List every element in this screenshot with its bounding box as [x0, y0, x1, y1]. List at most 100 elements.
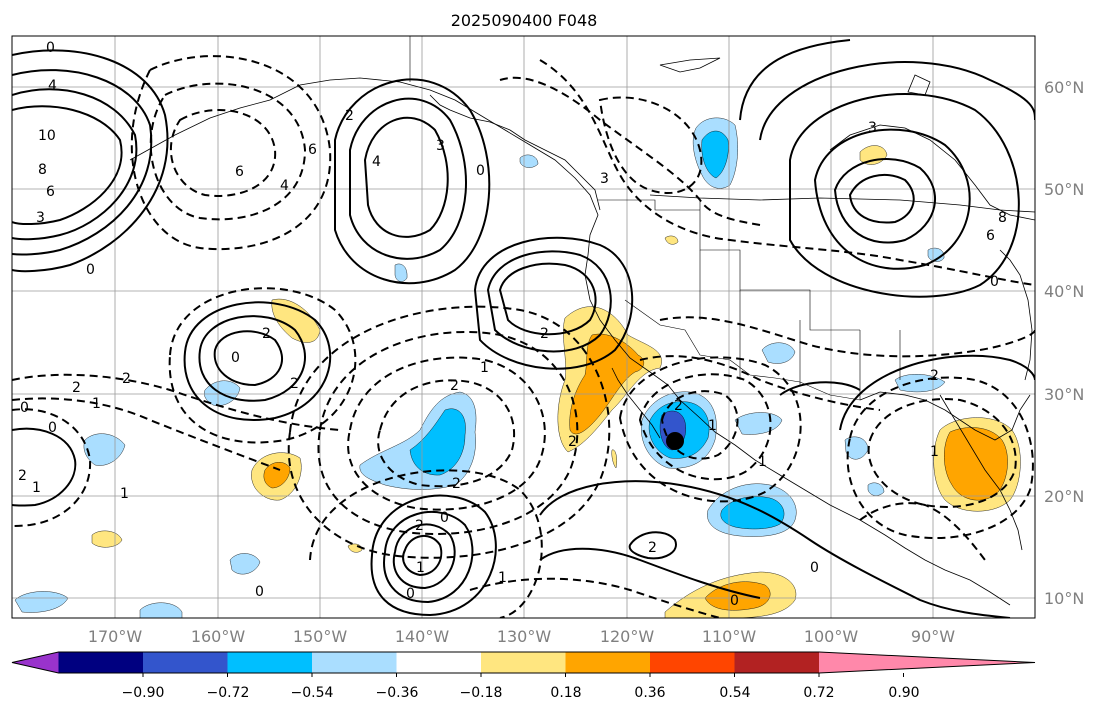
- neg-anomaly-texas: [761, 342, 796, 364]
- lon-label-90w: 90°W: [911, 627, 955, 646]
- lon-label-170w: 170°W: [88, 627, 143, 646]
- lat-label-50n: 50°N: [1044, 180, 1084, 199]
- svg-text:3: 3: [436, 138, 445, 154]
- svg-text:0: 0: [476, 163, 485, 179]
- neg-anomaly-small-6: [519, 154, 539, 168]
- contours: [12, 39, 1035, 618]
- cb-label-5: −0.18: [460, 685, 503, 701]
- pos-anomaly-small-1: [91, 530, 123, 548]
- colorbar-swatch: [396, 652, 482, 673]
- colorbar-swatch: [227, 652, 313, 673]
- lon-label-100w: 100°W: [804, 627, 859, 646]
- pos-anomaly-baja-core: [569, 333, 645, 435]
- pos-anomaly-small-4: [611, 449, 617, 469]
- cb-label-9: 0.72: [803, 685, 834, 701]
- lon-label-120w: 120°W: [600, 627, 655, 646]
- svg-text:1: 1: [758, 454, 767, 470]
- neg-anomaly-small-8: [867, 482, 885, 496]
- svg-text:1: 1: [708, 418, 717, 434]
- svg-text:2: 2: [262, 326, 271, 342]
- contour-labels: 0 4 10 8 6 3 0 2 6 4 6 4 3 0 3 2 2 0 2 2…: [18, 40, 1007, 609]
- neg-anomaly-central-pac-core: [409, 408, 466, 476]
- plot-title: 2025090400 F048: [451, 11, 598, 30]
- svg-text:2: 2: [452, 476, 461, 492]
- svg-text:2: 2: [568, 434, 577, 450]
- svg-text:2: 2: [345, 108, 354, 124]
- cb-label-6: 0.18: [550, 685, 581, 701]
- latitude-axis: 60°N 50°N 40°N 30°N 20°N 10°N: [1044, 78, 1084, 608]
- colorbar-swatch: [481, 652, 566, 673]
- neg-anomaly-small-7: [394, 263, 408, 282]
- svg-text:2: 2: [450, 378, 459, 394]
- colorbar: [11, 651, 1036, 677]
- colorbar-swatch: [143, 652, 228, 673]
- lat-label-60n: 60°N: [1044, 78, 1084, 97]
- cb-label-10: 0.90: [888, 685, 919, 701]
- svg-text:0: 0: [255, 584, 264, 600]
- pos-anomaly-small-3: [664, 235, 679, 245]
- svg-text:2: 2: [415, 518, 424, 534]
- svg-text:0: 0: [440, 510, 449, 526]
- svg-text:4: 4: [48, 78, 57, 94]
- cb-label-8: 0.54: [719, 685, 750, 701]
- svg-text:3: 3: [868, 120, 877, 136]
- svg-text:10: 10: [38, 128, 56, 144]
- cb-label-7: 0.36: [634, 685, 665, 701]
- svg-text:6: 6: [46, 184, 55, 200]
- svg-text:4: 4: [372, 154, 381, 170]
- location-marker: [666, 432, 684, 450]
- lon-label-130w: 130°W: [497, 627, 552, 646]
- colorbar-swatch: [312, 652, 397, 673]
- lon-label-150w: 150°W: [293, 627, 348, 646]
- map-frame: [11, 35, 1036, 619]
- svg-text:2: 2: [122, 371, 131, 387]
- svg-text:6: 6: [308, 142, 317, 158]
- colorbar-swatch: [58, 652, 144, 673]
- svg-text:0: 0: [46, 40, 55, 56]
- svg-text:0: 0: [231, 350, 240, 366]
- svg-text:8: 8: [998, 210, 1007, 226]
- svg-text:0: 0: [86, 262, 95, 278]
- cb-label-3: −0.54: [291, 685, 334, 701]
- svg-text:6: 6: [235, 164, 244, 180]
- svg-text:0: 0: [406, 586, 415, 602]
- cb-label-4: −0.36: [376, 685, 419, 701]
- cb-label-1: −0.90: [122, 685, 165, 701]
- colorbar-labels: −0.90 −0.72 −0.54 −0.36 −0.18 0.18 0.36 …: [122, 685, 920, 701]
- svg-text:3: 3: [600, 171, 609, 187]
- colorbar-swatch: [650, 652, 735, 673]
- neg-anomaly-sw-3: [229, 553, 261, 575]
- svg-text:1: 1: [480, 360, 489, 376]
- svg-text:4: 4: [280, 178, 289, 194]
- svg-text:0: 0: [730, 593, 739, 609]
- svg-text:2: 2: [930, 368, 939, 384]
- pos-anomaly-north-pac: [271, 298, 321, 343]
- lon-label-110w: 110°W: [702, 627, 757, 646]
- svg-text:1: 1: [92, 396, 101, 412]
- svg-text:8: 8: [38, 162, 47, 178]
- lat-label-40n: 40°N: [1044, 282, 1084, 301]
- svg-text:6: 6: [986, 228, 995, 244]
- svg-text:2: 2: [72, 380, 81, 396]
- svg-text:1: 1: [498, 570, 507, 586]
- svg-text:1: 1: [120, 486, 129, 502]
- neg-anomaly-eastpac-core: [720, 496, 785, 530]
- svg-text:2: 2: [648, 540, 657, 556]
- lat-label-10n: 10°N: [1044, 589, 1084, 608]
- colorbar-extend-low: [12, 652, 59, 673]
- longitude-axis: 170°W 160°W 150°W 140°W 130°W 120°W 110°…: [88, 627, 955, 646]
- svg-text:1: 1: [416, 560, 425, 576]
- colorbar-extend-high: [819, 652, 1035, 673]
- svg-text:1: 1: [32, 480, 41, 496]
- shaded-anomalies: [14, 117, 1021, 618]
- lon-label-160w: 160°W: [191, 627, 246, 646]
- svg-text:1: 1: [930, 444, 939, 460]
- svg-text:2: 2: [674, 398, 683, 414]
- svg-text:0: 0: [48, 420, 57, 436]
- lat-label-30n: 30°N: [1044, 385, 1084, 404]
- lon-label-140w: 140°W: [395, 627, 450, 646]
- cb-label-2: −0.72: [207, 685, 250, 701]
- svg-text:2: 2: [540, 326, 549, 342]
- svg-text:2: 2: [18, 468, 27, 484]
